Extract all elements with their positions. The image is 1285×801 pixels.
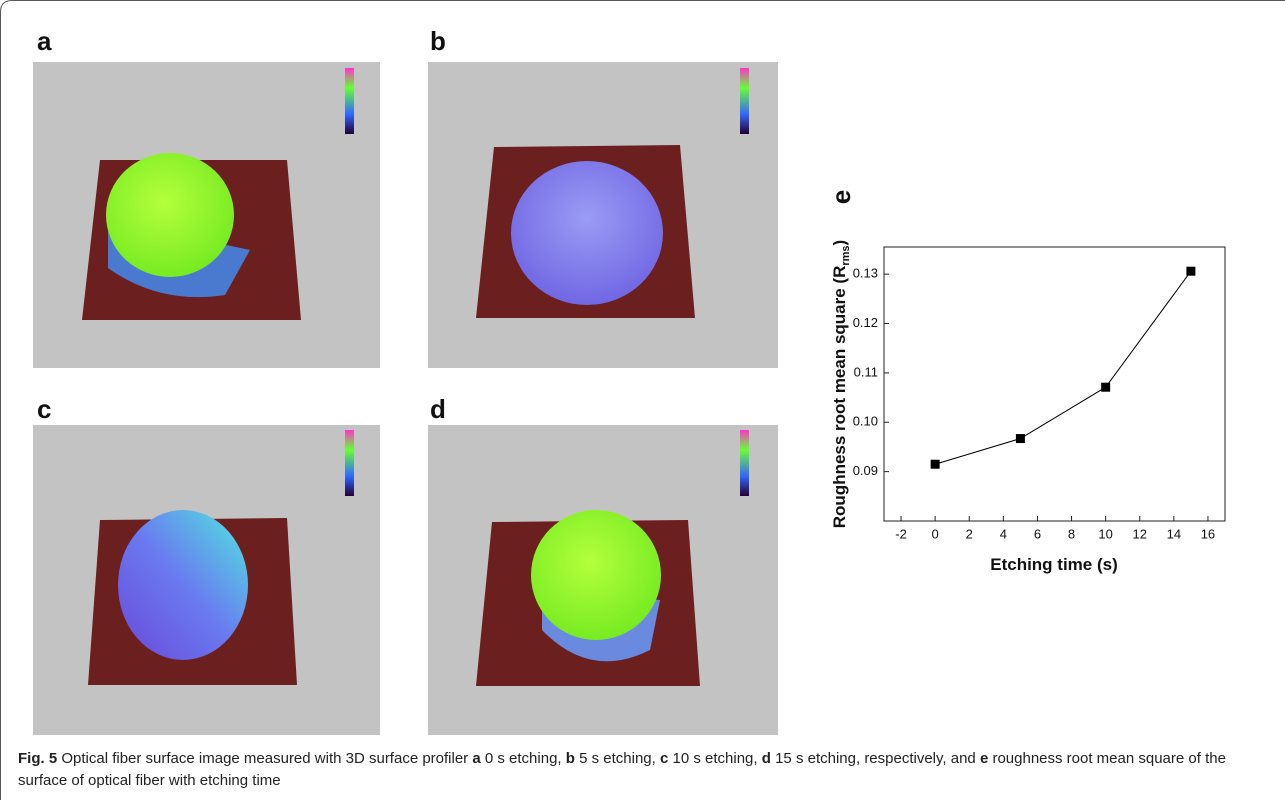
y-tick-label: 0.09 bbox=[853, 463, 878, 478]
x-tick-label: 14 bbox=[1167, 526, 1181, 541]
y-tick-label: 0.10 bbox=[853, 414, 878, 429]
y-tick-label: 0.11 bbox=[854, 364, 878, 379]
surface-image bbox=[33, 425, 380, 735]
data-point bbox=[931, 460, 940, 469]
caption-segment: Optical fiber surface image measured wit… bbox=[57, 750, 472, 767]
x-tick-label: 0 bbox=[932, 526, 939, 541]
y-axis-label: Roughness root mean square (Rrms) bbox=[830, 240, 852, 528]
x-tick-label: 12 bbox=[1133, 526, 1147, 541]
x-tick-label: 10 bbox=[1098, 526, 1112, 541]
x-tick-label: 8 bbox=[1068, 526, 1075, 541]
caption-segment: 10 s etching, bbox=[668, 750, 761, 767]
series-line bbox=[935, 271, 1191, 464]
y-tick-label: 0.12 bbox=[853, 315, 878, 330]
surface-image bbox=[33, 62, 380, 368]
x-axis-label: Etching time (s) bbox=[990, 555, 1118, 574]
panel-label: b bbox=[430, 26, 446, 56]
y-axis-label-subscript: rms bbox=[840, 245, 852, 265]
surface-image bbox=[428, 62, 778, 368]
surface-image bbox=[428, 425, 778, 735]
data-point bbox=[1186, 267, 1195, 276]
data-point bbox=[1016, 434, 1025, 443]
x-tick-label: 2 bbox=[966, 526, 973, 541]
x-tick-label: -2 bbox=[895, 526, 907, 541]
roughness-chart: e Roughness root mean square (Rrms) Etch… bbox=[826, 190, 1225, 574]
x-tick-label: 16 bbox=[1201, 526, 1215, 541]
caption-segment: 5 s etching, bbox=[575, 750, 660, 767]
panel-label: d bbox=[430, 394, 446, 424]
caption-segment: b bbox=[566, 750, 575, 767]
y-axis-label-text: Roughness root mean square (R bbox=[830, 266, 849, 529]
y-axis-label-end: ) bbox=[830, 240, 849, 246]
panel-label: c bbox=[37, 394, 51, 424]
figure-caption: Fig. 5 Optical fiber surface image measu… bbox=[18, 748, 1273, 792]
caption-segment: 0 s etching, bbox=[481, 750, 566, 767]
x-tick-label: 4 bbox=[1000, 526, 1007, 541]
panel-label: e bbox=[826, 190, 856, 204]
caption-segment: 15 s etching, respectively, and bbox=[771, 750, 980, 767]
y-tick-label: 0.13 bbox=[853, 266, 878, 281]
data-point bbox=[1101, 383, 1110, 392]
x-tick-label: 6 bbox=[1034, 526, 1041, 541]
caption-segment: Fig. 5 bbox=[18, 750, 57, 767]
plot-frame bbox=[884, 247, 1225, 521]
caption-segment: d bbox=[762, 750, 771, 767]
caption-segment: a bbox=[472, 750, 480, 767]
figure-canvas: a b c d e Roughness root mean square (Rr… bbox=[0, 0, 1285, 801]
figure: a b c d e Roughness root mean square (Rr… bbox=[0, 0, 1285, 801]
panel-label: a bbox=[37, 26, 52, 56]
